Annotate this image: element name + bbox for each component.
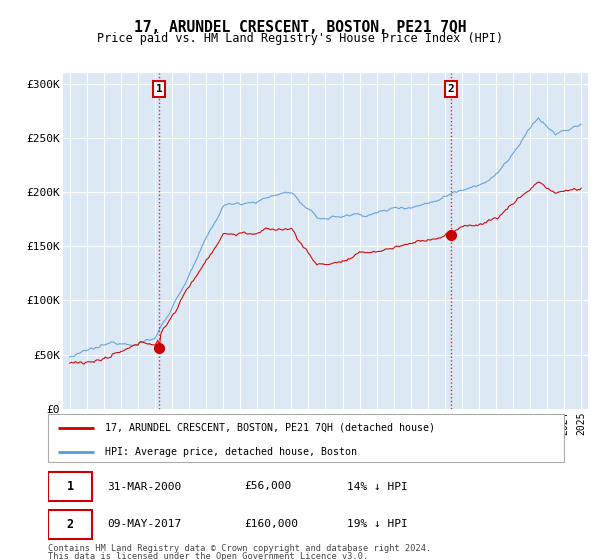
Text: £160,000: £160,000 [244, 519, 298, 529]
Text: £56,000: £56,000 [244, 482, 292, 492]
Text: 19% ↓ HPI: 19% ↓ HPI [347, 519, 408, 529]
Text: Contains HM Land Registry data © Crown copyright and database right 2024.: Contains HM Land Registry data © Crown c… [48, 544, 431, 553]
Text: 1: 1 [67, 480, 74, 493]
FancyBboxPatch shape [48, 510, 92, 539]
Text: 1: 1 [156, 84, 163, 94]
Text: 2: 2 [448, 84, 454, 94]
FancyBboxPatch shape [48, 414, 564, 462]
Text: This data is licensed under the Open Government Licence v3.0.: This data is licensed under the Open Gov… [48, 552, 368, 560]
FancyBboxPatch shape [48, 472, 92, 501]
Text: 14% ↓ HPI: 14% ↓ HPI [347, 482, 408, 492]
Text: 17, ARUNDEL CRESCENT, BOSTON, PE21 7QH: 17, ARUNDEL CRESCENT, BOSTON, PE21 7QH [134, 20, 466, 35]
Text: HPI: Average price, detached house, Boston: HPI: Average price, detached house, Bost… [105, 446, 357, 456]
Text: 31-MAR-2000: 31-MAR-2000 [107, 482, 182, 492]
Text: 09-MAY-2017: 09-MAY-2017 [107, 519, 182, 529]
Text: Price paid vs. HM Land Registry's House Price Index (HPI): Price paid vs. HM Land Registry's House … [97, 32, 503, 45]
Text: 2: 2 [67, 518, 74, 531]
Text: 17, ARUNDEL CRESCENT, BOSTON, PE21 7QH (detached house): 17, ARUNDEL CRESCENT, BOSTON, PE21 7QH (… [105, 423, 435, 433]
